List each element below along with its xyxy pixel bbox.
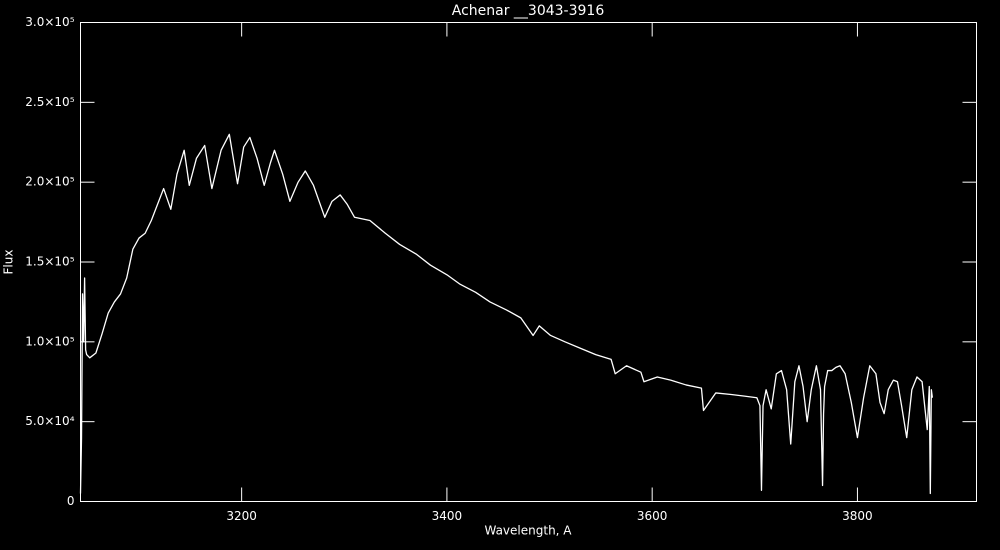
y-tick-label: 0 <box>67 494 75 508</box>
chart-title: Achenar __3043-3916 <box>452 3 605 19</box>
x-tick-label: 3400 <box>432 509 463 523</box>
x-tick-label: 3600 <box>637 509 668 523</box>
y-tick-label: 2.5×10⁵ <box>25 95 74 109</box>
y-tick-label: 5.0×10⁴ <box>25 414 74 428</box>
x-tick-label: 3200 <box>226 509 257 523</box>
plot-frame <box>80 22 977 502</box>
x-tick-label: 3800 <box>842 509 873 523</box>
y-tick-label: 1.5×10⁵ <box>25 255 74 269</box>
x-axis-label: Wavelength, A <box>484 524 572 538</box>
y-tick-label: 1.0×10⁵ <box>25 334 74 348</box>
spectrum-line <box>79 133 934 495</box>
y-tick-label: 3.0×10⁵ <box>25 15 74 29</box>
y-tick-label: 2.0×10⁵ <box>25 175 74 189</box>
y-axis-label: Flux <box>2 250 16 275</box>
